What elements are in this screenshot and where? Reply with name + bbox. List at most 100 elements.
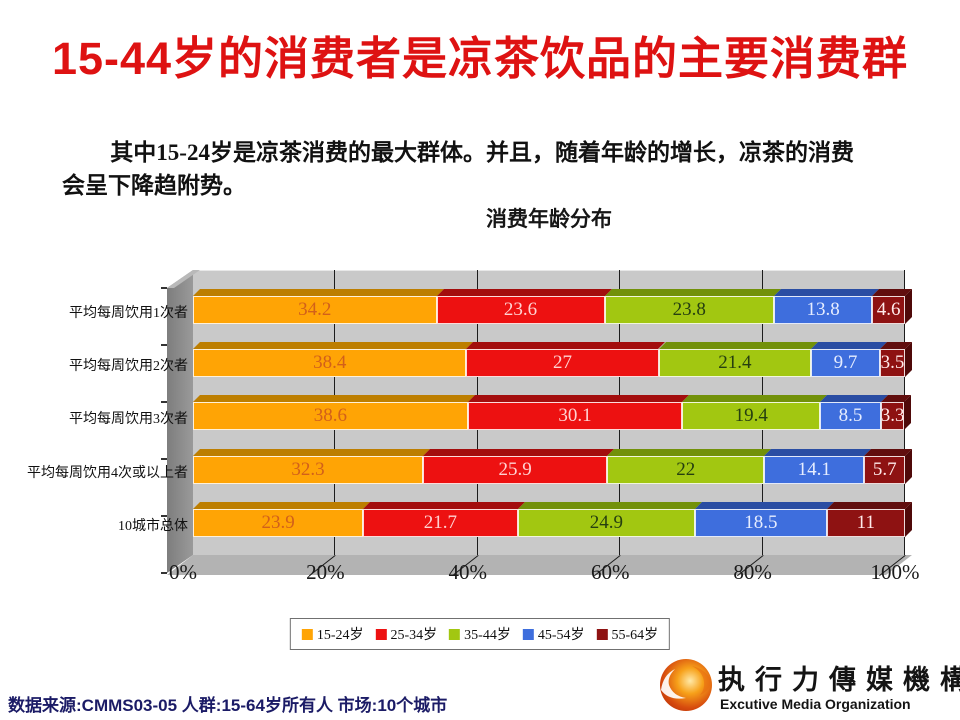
bar-value-label: 34.2 — [298, 299, 332, 320]
legend-swatch-icon — [375, 628, 387, 640]
bar-value-label: 14.1 — [797, 459, 831, 480]
bar-value-label: 22 — [676, 459, 696, 480]
legend-item: 45-54岁 — [522, 624, 585, 644]
bar-segment — [604, 296, 774, 324]
bar-value-label: 8.5 — [838, 405, 863, 426]
bar-segment-top-face — [764, 449, 872, 456]
bar-segment — [764, 456, 865, 484]
x-tick-label: 0% — [169, 560, 197, 584]
y-axis-tick — [161, 572, 167, 574]
legend-label: 25-34岁 — [390, 628, 438, 643]
bar-value-label: 3.5 — [880, 352, 905, 373]
company-logo: 执行力傳媒機構 Excutive Media Organization — [652, 652, 960, 716]
bar-value-label: 11 — [856, 512, 875, 533]
bar-value-label: 25.9 — [498, 459, 532, 480]
bar-value-label: 38.6 — [313, 405, 348, 426]
bar-segment — [880, 349, 905, 377]
bar-segment — [694, 509, 827, 537]
category-label: 平均每周饮用2次者 — [69, 359, 188, 374]
bar-segment-top-face — [694, 502, 834, 509]
bar-value-label: 9.7 — [833, 352, 858, 373]
bar-value-label: 4.6 — [876, 299, 901, 320]
bar-value-label: 38.4 — [313, 352, 347, 373]
legend-swatch-icon — [301, 628, 313, 640]
bar-segment-top-face — [826, 502, 912, 509]
legend-item: 55-64岁 — [596, 624, 659, 644]
x-tick-label: 60% — [590, 560, 630, 584]
bar-segment-top-face — [607, 449, 771, 456]
bar-segment-top-face — [811, 342, 888, 349]
logo-swirl-icon — [660, 659, 712, 711]
bar-value-label: 21.7 — [423, 512, 458, 533]
data-source-note: 数据来源:CMMS03-05 人群:15-64岁所有人 市场:10个城市 — [8, 696, 448, 715]
bar-segment — [193, 456, 423, 484]
chart-left-wall — [167, 270, 193, 573]
bar-segment-top-face — [658, 342, 818, 349]
bar-segment-top-face — [193, 342, 474, 349]
bar-value-label: 19.4 — [734, 405, 768, 426]
bar-segment — [436, 296, 605, 324]
subtitle-text: 其中15-24岁是凉茶消费的最大群体。并且，随着年龄的增长，凉茶的消费会呈下降趋… — [62, 140, 854, 199]
bar-value-label: 18.5 — [744, 512, 778, 533]
bar-end-cap — [905, 449, 912, 484]
bar-segment-top-face — [436, 289, 612, 296]
legend-label: 55-64岁 — [611, 628, 659, 643]
bar-segment — [658, 349, 811, 377]
bar-segment-top-face — [820, 395, 888, 402]
y-axis-tick — [161, 287, 167, 289]
bar-segment — [422, 456, 608, 484]
y-axis-tick — [161, 401, 167, 403]
bar-segment-top-face — [773, 289, 880, 296]
bar-segment — [517, 509, 695, 537]
bar-segment — [607, 456, 764, 484]
bar-segment — [682, 402, 821, 430]
category-label: 10城市总体 — [118, 519, 188, 534]
bar-value-label: 13.8 — [806, 299, 840, 320]
legend-swatch-icon — [522, 628, 534, 640]
bar-segment — [363, 509, 518, 537]
x-tick-label: 80% — [733, 560, 772, 584]
bar-segment — [864, 456, 905, 484]
bar-segment-top-face — [422, 449, 615, 456]
bar-end-cap — [905, 342, 912, 377]
bar-end-cap — [904, 395, 912, 430]
logo-english-name: Excutive Media Organization — [720, 696, 911, 712]
bar-segment-top-face — [363, 502, 525, 509]
bar-segment — [773, 296, 873, 324]
x-tick-label: 40% — [448, 560, 488, 584]
bar-segment — [811, 349, 881, 377]
bar-end-cap — [905, 502, 912, 537]
chart-title: 消费年龄分布 — [486, 207, 612, 231]
bar-value-label: 23.8 — [672, 299, 706, 320]
bar-segment — [872, 296, 905, 324]
legend-label: 15-24岁 — [316, 628, 364, 643]
category-label: 平均每周饮用1次者 — [69, 306, 188, 321]
bar-value-label: 5.7 — [872, 459, 897, 480]
bar-segment — [880, 402, 905, 430]
bar-segment — [193, 296, 437, 324]
bar-segment-top-face — [604, 289, 781, 296]
x-tick-label: 20% — [306, 560, 345, 584]
bar-segment-top-face — [467, 395, 690, 402]
bar-value-label: 3.3 — [880, 405, 905, 426]
bar-segment-top-face — [193, 395, 475, 402]
legend-label: 35-44岁 — [464, 628, 511, 643]
x-tick-label: 100% — [870, 560, 920, 584]
bar-segment — [466, 349, 659, 377]
category-label: 平均每周饮用3次者 — [69, 412, 188, 427]
page-title: 15-44岁的消费者是凉茶饮品的主要消费群 — [51, 33, 909, 84]
chart-floor — [167, 555, 912, 575]
bar-segment — [193, 402, 468, 430]
bar-value-label: 32.3 — [291, 459, 325, 480]
bar-segment-top-face — [193, 449, 430, 456]
bar-value-label: 30.1 — [558, 405, 592, 426]
bar-segment-top-face — [517, 502, 702, 509]
bar-segment — [467, 402, 683, 430]
bar-value-label: 24.9 — [589, 512, 623, 533]
y-axis-tick — [161, 344, 167, 346]
bar-segment-top-face — [193, 289, 444, 296]
legend-swatch-icon — [449, 628, 461, 640]
legend-item: 25-34岁 — [375, 624, 437, 644]
